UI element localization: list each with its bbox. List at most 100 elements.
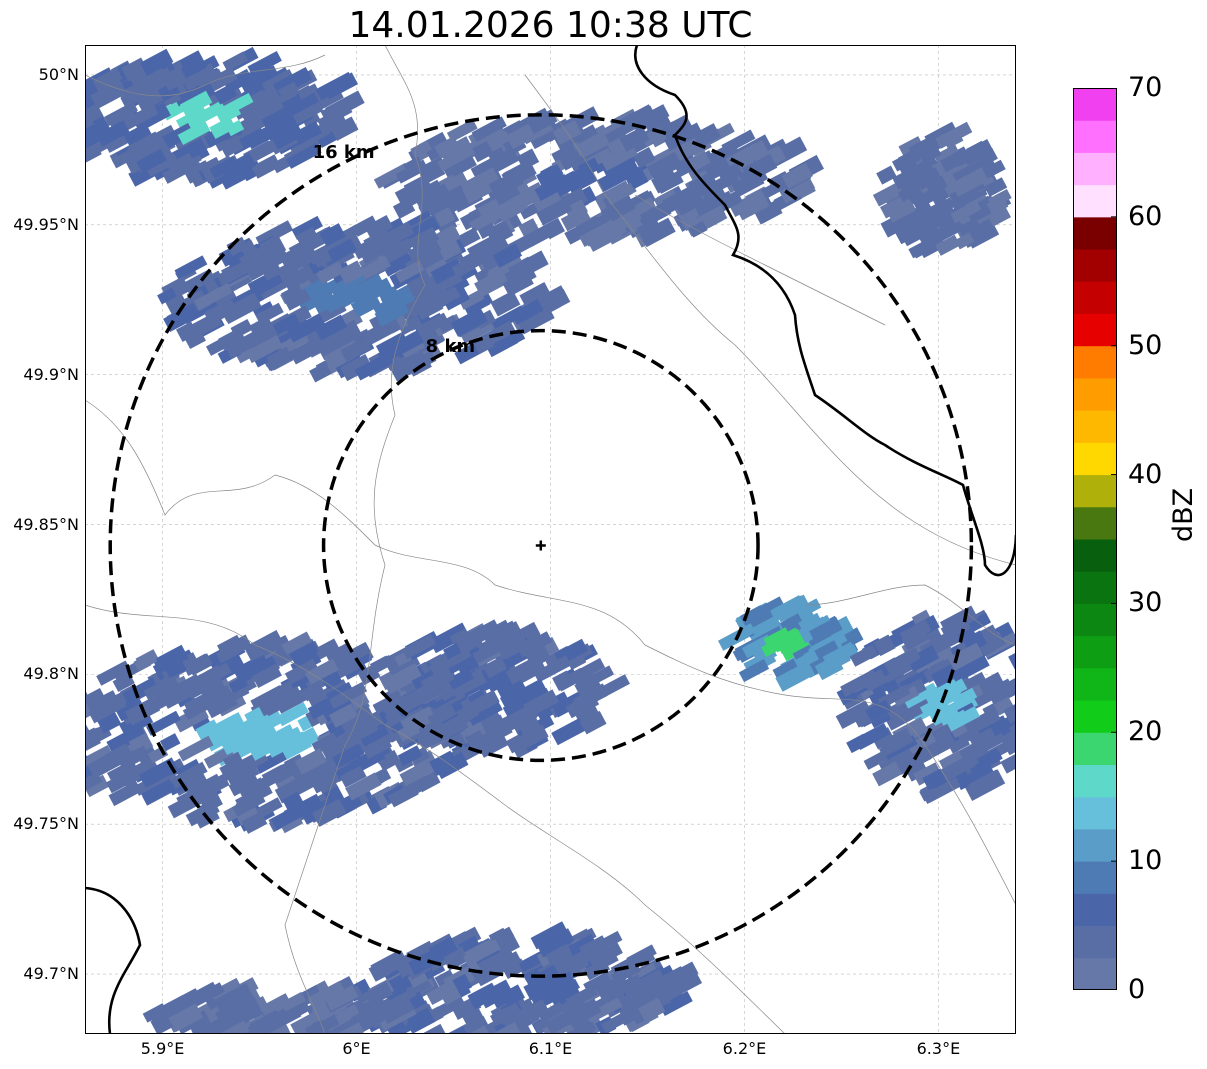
echo-cell [240,655,278,682]
echo-cell [968,769,1003,795]
colorbar-segment [1073,925,1117,959]
colorbar-segment [1073,184,1117,218]
echo-cell [312,798,347,827]
echo-cell [551,141,581,166]
echo-cell [489,1002,522,1027]
echo-cell [320,667,341,686]
echo-cell [463,689,500,718]
echo-cell [311,732,339,755]
echo-cell [517,714,541,736]
echo-cell [309,767,341,794]
echo-cell [588,942,623,969]
echo-cell [648,156,680,181]
echo-cell [688,220,708,238]
echo-cell [892,165,922,190]
echo-cell [85,730,96,756]
echo-cell [545,943,573,966]
echo-cell [525,218,563,247]
echo-cell [307,691,329,710]
echo-cell [662,183,702,214]
echo-cell [434,994,466,1019]
echo-cell [219,264,247,285]
echo-cell [243,630,284,662]
echo-cell [161,682,195,709]
echo-cell [817,651,851,676]
radar-site-marker [535,540,546,551]
colorbar-tick-label: 10 [1128,845,1163,877]
echo-cell [199,791,223,813]
echo-cell [152,644,189,674]
echo-cell [407,236,442,265]
echo-cell [213,83,238,105]
echo-cell [292,101,324,125]
echo-cell [319,731,355,759]
echo-cell [559,150,583,171]
echo-cell [536,197,573,226]
echo-cell [250,685,286,712]
echo-cell [280,284,304,303]
echo-cell [868,688,889,706]
echo-cell [157,287,177,305]
echo-cell [363,316,402,346]
colorbar-segment [1073,152,1117,186]
echo-cell [341,711,374,739]
echo-cell [400,706,437,735]
echo-cell [340,336,372,362]
echo-cell [219,134,244,158]
echo-cell [455,627,486,653]
echo-cell [980,159,1006,180]
echo-cell [262,263,283,281]
echo-cell [692,123,721,148]
echo-cell [578,134,610,158]
echo-cell [405,216,441,244]
echo-cell [448,926,482,953]
country-borders [85,45,1016,1034]
echo-cell [407,969,429,988]
echo-cell [339,765,367,788]
echo-cell [239,241,278,272]
echo-cell [621,105,657,132]
colorbar-segment [1073,249,1117,282]
echo-cell [336,1004,360,1023]
echo-cell [458,289,485,310]
echo-cell [533,655,572,683]
echo-cell [500,640,524,660]
echo-cell [518,678,548,704]
echo-cell [384,330,424,360]
colorbar-segment [1073,345,1117,379]
echo-cell [177,120,211,145]
echo-cell [565,998,602,1028]
echo-cell [424,258,449,278]
echo-cell [269,991,306,1018]
echo-cell [401,633,437,660]
echo-cell [304,658,339,685]
echo-cell [849,644,878,667]
echo-cell [770,595,805,620]
echo-cell [271,124,304,150]
echo-cell [499,688,525,710]
echo-cell [187,982,225,1009]
echo-cell [938,750,965,772]
echo-cell [374,305,398,327]
echo-cell [222,51,249,72]
echo-cell [515,633,546,658]
echo-cell [339,354,373,382]
echo-cell [898,698,932,724]
echo-cell [415,312,450,338]
echo-cell [251,154,281,179]
echo-cell [274,690,303,714]
echo-cell [854,723,890,751]
map-border [85,45,1016,1034]
echo-cell [746,596,787,628]
colorbar-segment [1073,732,1117,765]
echo-cell [245,335,283,364]
dbz-colorbar [1073,88,1117,990]
echo-cell [219,152,257,182]
echo-cell [551,717,587,746]
admin-boundaries [85,45,1016,1034]
colorbar-segment [1073,571,1117,604]
echo-cell [408,946,445,976]
colorbar-segment [1073,120,1117,153]
echo-cell [734,191,770,221]
echo-cell [453,1026,474,1034]
